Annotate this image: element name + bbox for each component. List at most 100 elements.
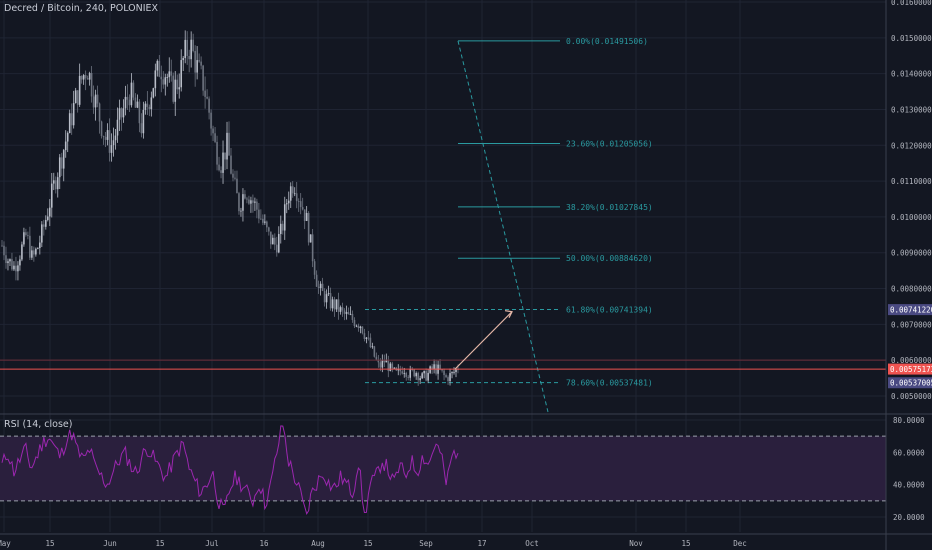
candle-body [94,94,97,108]
candle-body [80,75,83,80]
candle-body [297,201,300,202]
candle-body [5,255,7,264]
candle-body [23,232,25,245]
candle-body [234,177,236,179]
candle-body [128,99,131,106]
candle-body [110,145,113,153]
fib-level-label: 50.00%(0.00884620) [566,254,653,263]
candle-body [58,157,61,178]
x-tick-label: 16 [259,539,269,548]
candle-body [102,135,105,137]
candle-body [242,194,244,211]
candle-body [275,244,278,253]
candle-body [66,133,69,142]
candle-body [349,313,352,315]
y-tick-label: 0.01400000 [891,70,932,79]
candle-body [353,319,356,327]
candle-body [29,235,31,258]
candle-body [156,60,159,71]
candle-body [447,377,449,382]
candle-body [347,312,350,315]
y-tick-label: 0.00600000 [891,356,932,365]
candle-body [295,193,298,202]
candle-body [96,94,99,104]
candle-body [281,223,284,231]
candle-body [88,73,91,80]
y-tick-label: 0.01000000 [891,213,932,222]
candle-body [144,103,147,110]
candle-body [226,132,228,160]
candle-body [35,248,37,255]
candle-body [3,245,5,256]
candle-body [279,223,282,234]
candle-body [208,98,210,113]
candle-body [230,155,232,174]
price-candles [1,30,459,386]
candle-body [244,194,246,199]
candle-body [419,378,421,381]
candle-body [11,259,13,270]
fib-trend-line [457,40,549,413]
y-tick-label: 0.00700000 [891,320,932,329]
candle-body [142,109,145,134]
candle-body [341,307,344,311]
candle-body [285,203,288,205]
candle-body [25,232,27,236]
candle-body [180,60,183,88]
candle-body [441,369,443,371]
candle-body [13,265,15,270]
x-tick-label: 17 [477,539,486,548]
candle-body [427,372,429,381]
candle-body [246,198,248,200]
candle-body [164,77,167,85]
y-tick-label: 0.01600000 [891,0,932,7]
candle-body [375,356,378,360]
candle-body [443,370,445,376]
candle-body [37,248,39,249]
candle-body [15,265,17,272]
candle-body [371,346,374,348]
y-tick-label: 0.00900000 [891,249,932,258]
candle-body [455,368,457,372]
candle-body [405,373,408,377]
candle-body [160,76,163,80]
candle-body [266,221,268,228]
candle-body [415,373,417,377]
fib-retracement[interactable]: 0.00%(0.01491506) 23.60%(0.01205056) 38.20… [365,37,653,413]
candle-body [174,79,177,102]
candle-body [363,333,366,339]
price-badge-label: 0.00575173 [890,365,932,374]
candle-body [62,150,65,169]
candle-body [172,75,175,102]
candle-body [198,60,200,62]
candle-body [214,133,216,142]
x-tick-label: Aug [311,539,325,548]
candle-body [78,75,81,105]
candle-body [114,135,117,141]
candle-body [228,132,230,156]
candle-body [138,101,141,124]
candle-body [337,299,340,312]
candle-body [74,90,77,104]
candle-body [92,96,95,108]
fib-level-label: 78.60%(0.00537481) [566,379,653,388]
candle-body [150,97,153,110]
candle-body [449,373,451,382]
candle-body [433,364,435,370]
price-badge [888,377,932,389]
candle-body [385,359,388,363]
candle-body [351,313,354,320]
candle-body [293,193,296,195]
candle-body [130,82,133,106]
candle-body [70,113,73,126]
candle-body [50,183,53,208]
candle-body [154,70,157,89]
candle-body [303,209,306,221]
candle-body [186,39,188,56]
x-tick-label: May [0,539,11,548]
candle-body [72,103,75,126]
candle-body [329,293,332,309]
candle-body [315,274,318,287]
candle-body [335,299,338,310]
